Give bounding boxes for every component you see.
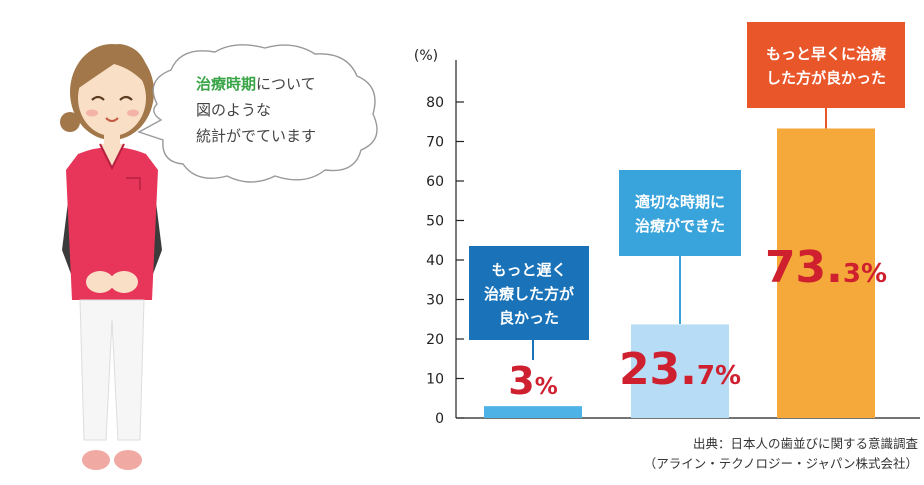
- source-line-1: 出典：日本人の歯並びに関する意識調査: [692, 436, 918, 451]
- speech-bubble: [137, 44, 378, 183]
- y-tick-label: 0: [435, 411, 444, 427]
- nurse-illustration: [60, 44, 162, 470]
- callout-box: [619, 170, 741, 256]
- callout-label: もっと早くに治療: [766, 45, 887, 63]
- y-tick-label: 40: [426, 253, 444, 269]
- callout-label: もっと遅く: [491, 261, 566, 279]
- callout-label: 治療ができた: [635, 217, 725, 235]
- y-axis-label: (%): [414, 48, 438, 64]
- value-label: 73.3%: [765, 242, 887, 293]
- callout-label: 良かった: [499, 309, 559, 327]
- value-label: 3%: [508, 359, 558, 403]
- callout-box: [469, 246, 589, 340]
- bar: [631, 324, 729, 418]
- source-line-2: （アライン・テクノロジー・ジャパン株式会社）: [643, 456, 918, 471]
- y-tick-label: 20: [426, 332, 444, 348]
- y-tick-label: 50: [426, 214, 444, 230]
- value-label: 23.7%: [619, 344, 741, 395]
- y-tick-label: 10: [426, 372, 444, 388]
- bubble-line-1: について: [256, 75, 316, 93]
- bubble-line-3: 統計がでています: [196, 127, 317, 145]
- callout-label: 治療した方が: [484, 285, 575, 303]
- speech-bubble-text: 治療時期について 図のような 統計がでています: [196, 71, 386, 149]
- bar: [777, 128, 875, 418]
- bar: [484, 406, 582, 418]
- y-tick-label: 70: [426, 135, 444, 151]
- y-tick-label: 30: [426, 293, 444, 309]
- y-tick-label: 80: [426, 95, 444, 111]
- bubble-line-2: 図のような: [196, 101, 272, 119]
- callout-label: した方が良かった: [766, 69, 886, 87]
- callout-box: [747, 22, 905, 108]
- y-tick-label: 60: [426, 174, 444, 190]
- source-note: 出典：日本人の歯並びに関する意識調査 （アライン・テクノロジー・ジャパン株式会社…: [644, 434, 918, 474]
- highlight-word: 治療時期: [196, 75, 257, 93]
- callout-label: 適切な時期に: [635, 193, 725, 211]
